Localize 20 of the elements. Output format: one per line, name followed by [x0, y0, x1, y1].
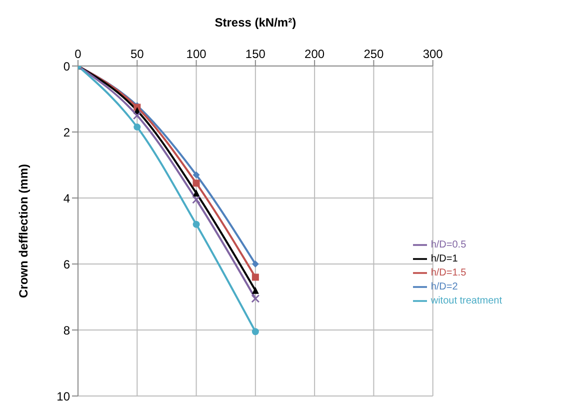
y-tick-label: 10: [56, 389, 70, 404]
x-tick-label: 0: [74, 47, 82, 61]
x-tick-label: 50: [130, 47, 144, 61]
legend-label: h/D=1.5: [430, 268, 466, 279]
x-tick-label: 300: [422, 47, 444, 61]
x-tick-label: 150: [245, 47, 266, 61]
legend-label: witout treatment: [430, 296, 502, 307]
y-tick-label: 6: [63, 257, 70, 272]
y-axis-title: Crown defflection (mm): [16, 164, 30, 298]
x-tick-label: 100: [186, 47, 207, 61]
legend-label: h/D=0.5: [430, 240, 466, 251]
y-tick-label: 4: [63, 191, 70, 206]
y-tick-label: 8: [63, 323, 70, 338]
y-tick-label: 2: [63, 125, 70, 140]
legend-label: h/D=1: [430, 254, 458, 265]
x-axis-title: Stress (kN/m²): [214, 16, 296, 30]
x-tick-label: 250: [364, 47, 384, 61]
legend-label: h/D=2: [430, 282, 458, 293]
x-tick-label: 200: [304, 47, 325, 61]
y-tick-label: 0: [63, 59, 70, 74]
